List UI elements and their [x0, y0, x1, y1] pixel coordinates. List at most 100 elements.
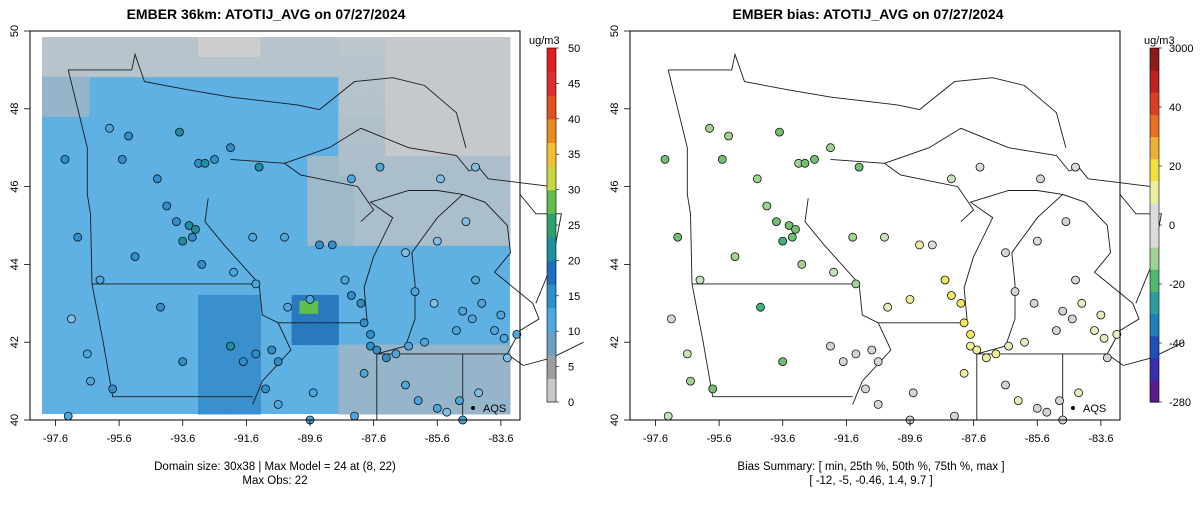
- model-grid-cell: [354, 205, 371, 217]
- right-colorbar: 3000 40 20 0 -20 -40 -280: [1149, 43, 1193, 409]
- colorbar-segment: [547, 331, 556, 356]
- model-grid-cell: [432, 86, 449, 98]
- model-grid-cell: [57, 66, 74, 78]
- model-grid-cell: [463, 37, 480, 48]
- model-grid-cell: [447, 215, 464, 226]
- station-marker: [966, 341, 975, 351]
- model-grid-cell: [478, 175, 495, 187]
- model-grid-cell: [400, 37, 417, 48]
- model-grid-cell: [322, 195, 339, 207]
- colorbar-tick-label: -20: [1169, 279, 1185, 291]
- model-grid-cell: [369, 364, 386, 375]
- model-grid-cell: [432, 215, 449, 226]
- model-grid-cell: [244, 56, 261, 68]
- right-footer-line2: [ -12, -5, -0.46, 1.4, 9.7 ]: [809, 475, 932, 487]
- x-tick-label: -83.6: [488, 433, 513, 445]
- colorbar-segment: [547, 378, 556, 403]
- model-grid-cell: [478, 126, 495, 137]
- station-marker: [1042, 407, 1052, 417]
- right-colorbar-unit: ug/m3: [1144, 35, 1175, 47]
- station-marker: [829, 267, 838, 277]
- state-boundary-line: [919, 77, 1067, 148]
- model-grid-cell: [494, 96, 511, 107]
- right-plot-frame: [629, 30, 1121, 421]
- model-grid-cell: [369, 46, 386, 58]
- model-grid-cell: [244, 334, 261, 346]
- model-grid-cell: [354, 195, 371, 207]
- model-grid-cell: [151, 37, 168, 48]
- station-marker: [1036, 174, 1045, 184]
- model-grid-cell: [385, 235, 402, 246]
- model-grid-cell: [244, 324, 261, 336]
- model-grid-cell: [42, 76, 59, 88]
- colorbar-segment: [547, 213, 556, 238]
- model-grid-cell: [463, 344, 480, 355]
- station-marker: [956, 298, 966, 308]
- model-grid-cell: [369, 165, 386, 177]
- station-marker: [1029, 298, 1039, 308]
- model-grid-cell: [478, 225, 495, 236]
- model-grid-cell: [338, 354, 355, 365]
- station-marker: [340, 275, 350, 285]
- model-grid-cell: [338, 136, 355, 147]
- station-marker: [502, 353, 512, 363]
- station-marker: [873, 399, 883, 409]
- state-boundary-line: [1062, 353, 1124, 366]
- model-grid-cell: [322, 66, 339, 78]
- model-grid-cell: [385, 185, 402, 197]
- x-tick-label: -93.6: [170, 433, 195, 445]
- model-grid-cell: [73, 66, 90, 78]
- model-grid-cell: [494, 344, 511, 355]
- model-grid-cell: [416, 235, 433, 246]
- model-grid-cell: [198, 404, 215, 415]
- model-grid-cell: [120, 46, 137, 58]
- model-grid-cell: [322, 165, 339, 177]
- station-marker: [752, 174, 762, 184]
- model-grid-cell: [198, 56, 215, 68]
- model-grid-cell: [400, 384, 417, 395]
- station-marker: [791, 224, 800, 234]
- station-marker: [471, 162, 480, 172]
- model-grid-cell: [478, 394, 495, 405]
- model-grid-cell: [400, 56, 417, 68]
- station-marker: [283, 302, 293, 312]
- left-colorbar-unit: ug/m3: [529, 35, 560, 47]
- model-grid-cell: [385, 86, 402, 98]
- model-grid-cell: [276, 56, 293, 68]
- model-grid-cell: [244, 404, 261, 415]
- model-grid-cell: [478, 56, 495, 68]
- model-grid-cell: [478, 46, 495, 58]
- model-grid-cell: [369, 354, 386, 365]
- state-boundary-line: [519, 194, 562, 304]
- station-marker: [908, 388, 918, 398]
- y-tick-label: 42: [609, 336, 621, 348]
- model-grid-cell: [494, 86, 511, 98]
- model-grid-cell: [494, 185, 511, 197]
- model-grid-cell: [494, 205, 511, 217]
- colorbar-tick-label: 5: [568, 362, 574, 374]
- model-grid-cell: [322, 304, 339, 316]
- model-grid-cell: [369, 156, 386, 167]
- model-grid-cell: [198, 314, 215, 326]
- state-boundary-line: [91, 283, 253, 398]
- model-grid-cell: [229, 374, 246, 385]
- model-grid-cell: [198, 324, 215, 336]
- model-grid-cell: [229, 294, 246, 306]
- model-grid-cell: [338, 86, 355, 98]
- model-grid-cell: [354, 126, 371, 137]
- station-marker: [1013, 396, 1023, 406]
- model-grid-cell: [260, 56, 277, 68]
- state-boundary-line: [319, 77, 467, 148]
- model-grid-cell: [416, 116, 433, 127]
- x-tick-label: -89.6: [897, 433, 922, 445]
- station-marker: [1001, 380, 1010, 390]
- model-grid-cell: [88, 46, 105, 58]
- station-marker: [359, 318, 369, 328]
- station-marker: [442, 407, 452, 417]
- model-grid-cell: [338, 46, 355, 58]
- model-grid-cell: [213, 46, 230, 58]
- station-marker: [1071, 162, 1080, 172]
- station-marker: [401, 380, 410, 390]
- model-grid-cell: [463, 195, 480, 207]
- station-marker: [1010, 287, 1020, 297]
